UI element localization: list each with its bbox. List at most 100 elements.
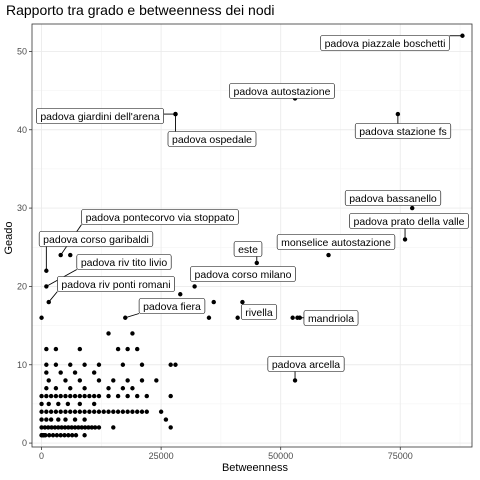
data-point <box>44 417 49 422</box>
point-label-text: padova riv ponti romani <box>61 279 170 291</box>
data-point <box>91 401 97 407</box>
data-point <box>72 409 78 414</box>
point-label-text: padova giardini dell'arena <box>40 111 160 123</box>
point-label-box <box>267 356 345 372</box>
point-label-box <box>240 304 278 320</box>
point-label-box <box>276 234 396 250</box>
data-point <box>115 346 121 352</box>
data-point <box>115 393 121 399</box>
data-point <box>120 362 126 367</box>
data-point <box>53 393 59 399</box>
point-label-text: padova autostazione <box>234 86 331 98</box>
data-point <box>87 409 92 414</box>
data-point <box>53 409 59 414</box>
data-point <box>39 425 44 430</box>
point-label-text: padova riv tito livio <box>81 257 168 269</box>
data-point <box>111 378 116 383</box>
data-point <box>65 401 71 407</box>
data-point <box>47 433 52 438</box>
point-label-box <box>81 209 239 225</box>
data-point <box>135 346 140 352</box>
data-point <box>50 433 56 438</box>
chart-title: Rapporto tra grado e betweenness dei nod… <box>6 2 275 18</box>
data-point <box>63 378 68 383</box>
data-point <box>173 362 178 367</box>
data-point <box>92 425 98 430</box>
data-point <box>63 417 68 422</box>
data-point <box>73 433 79 438</box>
data-point <box>49 425 54 430</box>
point-label-box <box>138 298 206 314</box>
point-label-text: padova fiera <box>143 301 201 313</box>
y-axis-ticks: 0 10 20 30 40 50 <box>17 46 32 448</box>
data-point <box>69 425 74 430</box>
data-point <box>58 393 63 399</box>
data-point <box>130 386 135 391</box>
point-label-box <box>76 254 172 270</box>
data-point <box>39 433 44 438</box>
data-point <box>154 378 159 383</box>
label-connector-line <box>125 313 140 319</box>
data-point <box>68 386 73 391</box>
data-point <box>68 409 73 414</box>
point-label-text: rivella <box>245 307 273 319</box>
x-tick-label: 75000 <box>388 451 413 461</box>
data-point <box>68 393 73 399</box>
data-point <box>125 346 130 352</box>
data-point <box>68 252 73 258</box>
point-label-box <box>233 241 263 257</box>
data-point <box>69 433 75 438</box>
data-point <box>77 378 83 383</box>
data-point <box>206 315 212 320</box>
data-point <box>125 393 130 399</box>
point-label-box <box>167 131 257 147</box>
data-point <box>39 401 44 407</box>
data-point <box>48 417 54 422</box>
y-tick-label: 40 <box>17 125 27 135</box>
data-point <box>46 401 51 407</box>
labeled-data-point <box>326 252 331 258</box>
point-label-text: padova piazzale boschetti <box>325 38 446 50</box>
data-point <box>106 331 111 336</box>
data-point <box>58 409 63 414</box>
data-point <box>44 386 49 391</box>
data-points <box>39 33 465 438</box>
data-point <box>76 425 81 430</box>
data-point <box>82 393 87 399</box>
point-label-box <box>344 190 442 206</box>
point-label-text: padova corso garibaldi <box>43 234 149 246</box>
point-label-text: padova prato della valle <box>354 216 465 228</box>
data-point <box>82 386 87 391</box>
data-point <box>58 433 63 438</box>
data-point <box>62 433 67 438</box>
data-point <box>91 393 97 399</box>
data-point <box>168 362 173 367</box>
data-point <box>72 370 78 375</box>
data-point <box>44 393 49 399</box>
data-point <box>54 433 60 438</box>
x-tick-label: 25000 <box>149 451 174 461</box>
data-point <box>125 409 130 414</box>
data-point <box>178 292 183 297</box>
label-connector-line <box>48 291 58 303</box>
data-point <box>168 393 173 399</box>
data-point <box>106 409 111 414</box>
data-point <box>163 417 169 422</box>
data-point <box>63 409 68 414</box>
point-label-box <box>349 213 469 229</box>
data-point <box>106 393 111 399</box>
data-point <box>58 370 63 375</box>
data-point <box>56 401 61 407</box>
data-point <box>91 370 97 375</box>
x-tick-label: 0 <box>39 451 44 461</box>
point-labels: padova piazzale boschetti padova autostaz… <box>36 35 469 372</box>
y-tick-label: 0 <box>22 438 27 448</box>
x-axis-title: Betweenness <box>222 462 289 474</box>
data-point <box>44 346 49 352</box>
y-tick-label: 50 <box>17 46 27 56</box>
data-point <box>77 393 83 399</box>
data-point <box>139 409 145 414</box>
data-point <box>89 425 94 430</box>
data-point <box>86 425 91 430</box>
